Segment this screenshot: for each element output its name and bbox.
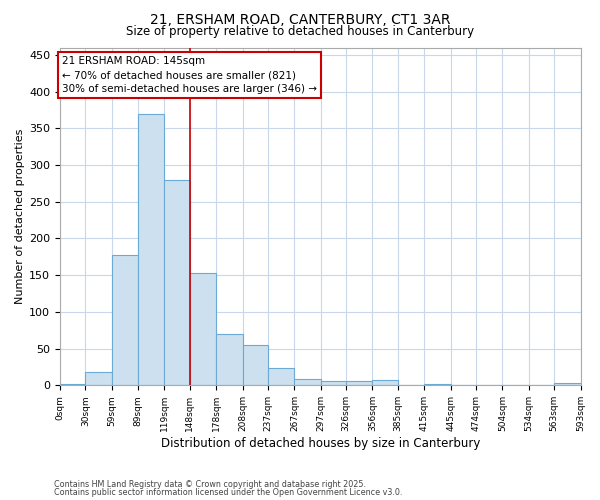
Text: Size of property relative to detached houses in Canterbury: Size of property relative to detached ho… <box>126 25 474 38</box>
Bar <box>85 372 112 386</box>
Bar <box>346 381 373 386</box>
Text: Contains HM Land Registry data © Crown copyright and database right 2025.: Contains HM Land Registry data © Crown c… <box>54 480 366 489</box>
Bar <box>242 345 268 386</box>
Bar <box>373 380 398 386</box>
Bar <box>216 334 242 386</box>
Bar <box>398 384 424 386</box>
Bar <box>424 384 451 386</box>
Bar <box>320 381 346 386</box>
X-axis label: Distribution of detached houses by size in Canterbury: Distribution of detached houses by size … <box>161 437 480 450</box>
Bar <box>112 254 138 386</box>
Text: 21 ERSHAM ROAD: 145sqm
← 70% of detached houses are smaller (821)
30% of semi-de: 21 ERSHAM ROAD: 145sqm ← 70% of detached… <box>62 56 317 94</box>
Bar <box>295 378 320 386</box>
Bar <box>190 273 216 386</box>
Bar <box>554 383 581 386</box>
Bar <box>476 384 502 386</box>
Bar <box>60 384 85 386</box>
Bar <box>138 114 164 386</box>
Y-axis label: Number of detached properties: Number of detached properties <box>15 128 25 304</box>
Bar <box>268 368 295 386</box>
Text: Contains public sector information licensed under the Open Government Licence v3: Contains public sector information licen… <box>54 488 403 497</box>
Bar <box>164 180 190 386</box>
Text: 21, ERSHAM ROAD, CANTERBURY, CT1 3AR: 21, ERSHAM ROAD, CANTERBURY, CT1 3AR <box>150 12 450 26</box>
